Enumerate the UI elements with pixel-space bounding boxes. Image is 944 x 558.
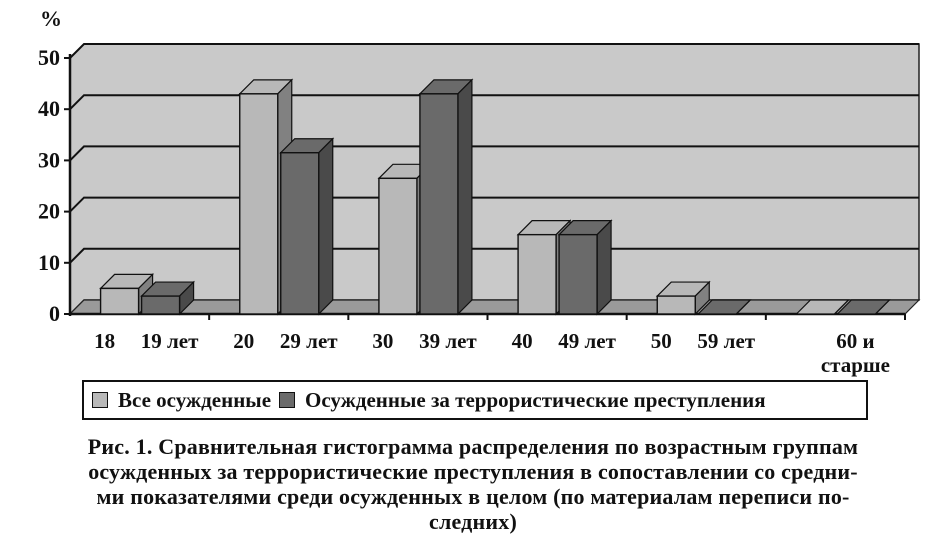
bar-side [596,219,612,316]
x-category-label: 49 лет [558,329,616,353]
gridline [69,94,919,110]
legend-swatch-light [92,392,108,408]
gridline [69,145,919,162]
bar [558,233,598,315]
caption-line: следних) [429,509,517,534]
y-tick-label: 50 [38,45,60,70]
chart-legend: Все осужденные Осужденные за террористич… [82,380,868,420]
bar [419,93,459,315]
y-axis-unit-label: % [40,6,62,31]
x-category-label: 29 лет [280,329,338,353]
legend-label: Все осужденные [118,387,272,412]
bar [280,152,320,315]
y-tick-label: 10 [38,250,60,275]
x-category-label: 19 лет [141,329,199,353]
bar-side [874,299,890,315]
bar-side [457,78,473,316]
gridline [69,43,919,59]
bar-side [833,299,849,315]
legend-label: Осужденные за террористические преступле… [305,387,766,412]
plot-floor [68,299,921,315]
gridline [69,247,919,264]
x-category-label: 18 [94,329,115,353]
caption-line: ми показателями среди осужденных в целом… [96,484,850,509]
bar [99,287,140,315]
x-category-label: 20 [233,329,254,353]
y-tick-label: 20 [38,199,60,224]
bar [239,93,279,315]
x-category-label: 50 [651,329,672,353]
legend-item-all-convicted: Все осужденные [92,388,271,413]
bar [656,295,696,315]
x-category-label: 40 [512,329,533,353]
gridline [69,196,919,213]
y-tick-label: 30 [38,147,60,172]
caption-line: осужденных за террористические преступле… [88,459,858,484]
x-category-label: 59 лет [697,329,755,353]
plot-back-wall [69,43,920,316]
y-tick-label: 40 [38,96,60,121]
bar-chart: % 0 10 20 30 40 50 18 19 лет 20 29 лет 30 39 лет 40 4… [38,6,921,377]
x-category-label: 30 [372,329,393,353]
legend-item-terror-convicted: Осужденные за террористические преступле… [279,388,766,413]
figure-caption: Рис. 1. Сравнительная гистограмма распре… [28,434,918,534]
plot-area: 0 10 20 30 40 50 18 19 лет 20 29 лет 30 39 лет 40 49 … [38,43,921,377]
caption-line: Рис. 1. Сравнительная гистограмма распре… [87,434,859,459]
x-category-label: 60 и [836,329,874,353]
x-category-label: 39 лет [419,329,477,353]
bar [378,177,418,315]
bar-side [318,137,334,316]
bar-side [735,299,751,315]
y-tick-label: 0 [49,301,60,326]
legend-swatch-dark [279,392,296,408]
bar [517,233,557,315]
bar [140,295,181,315]
x-category-label: старше [821,353,890,377]
